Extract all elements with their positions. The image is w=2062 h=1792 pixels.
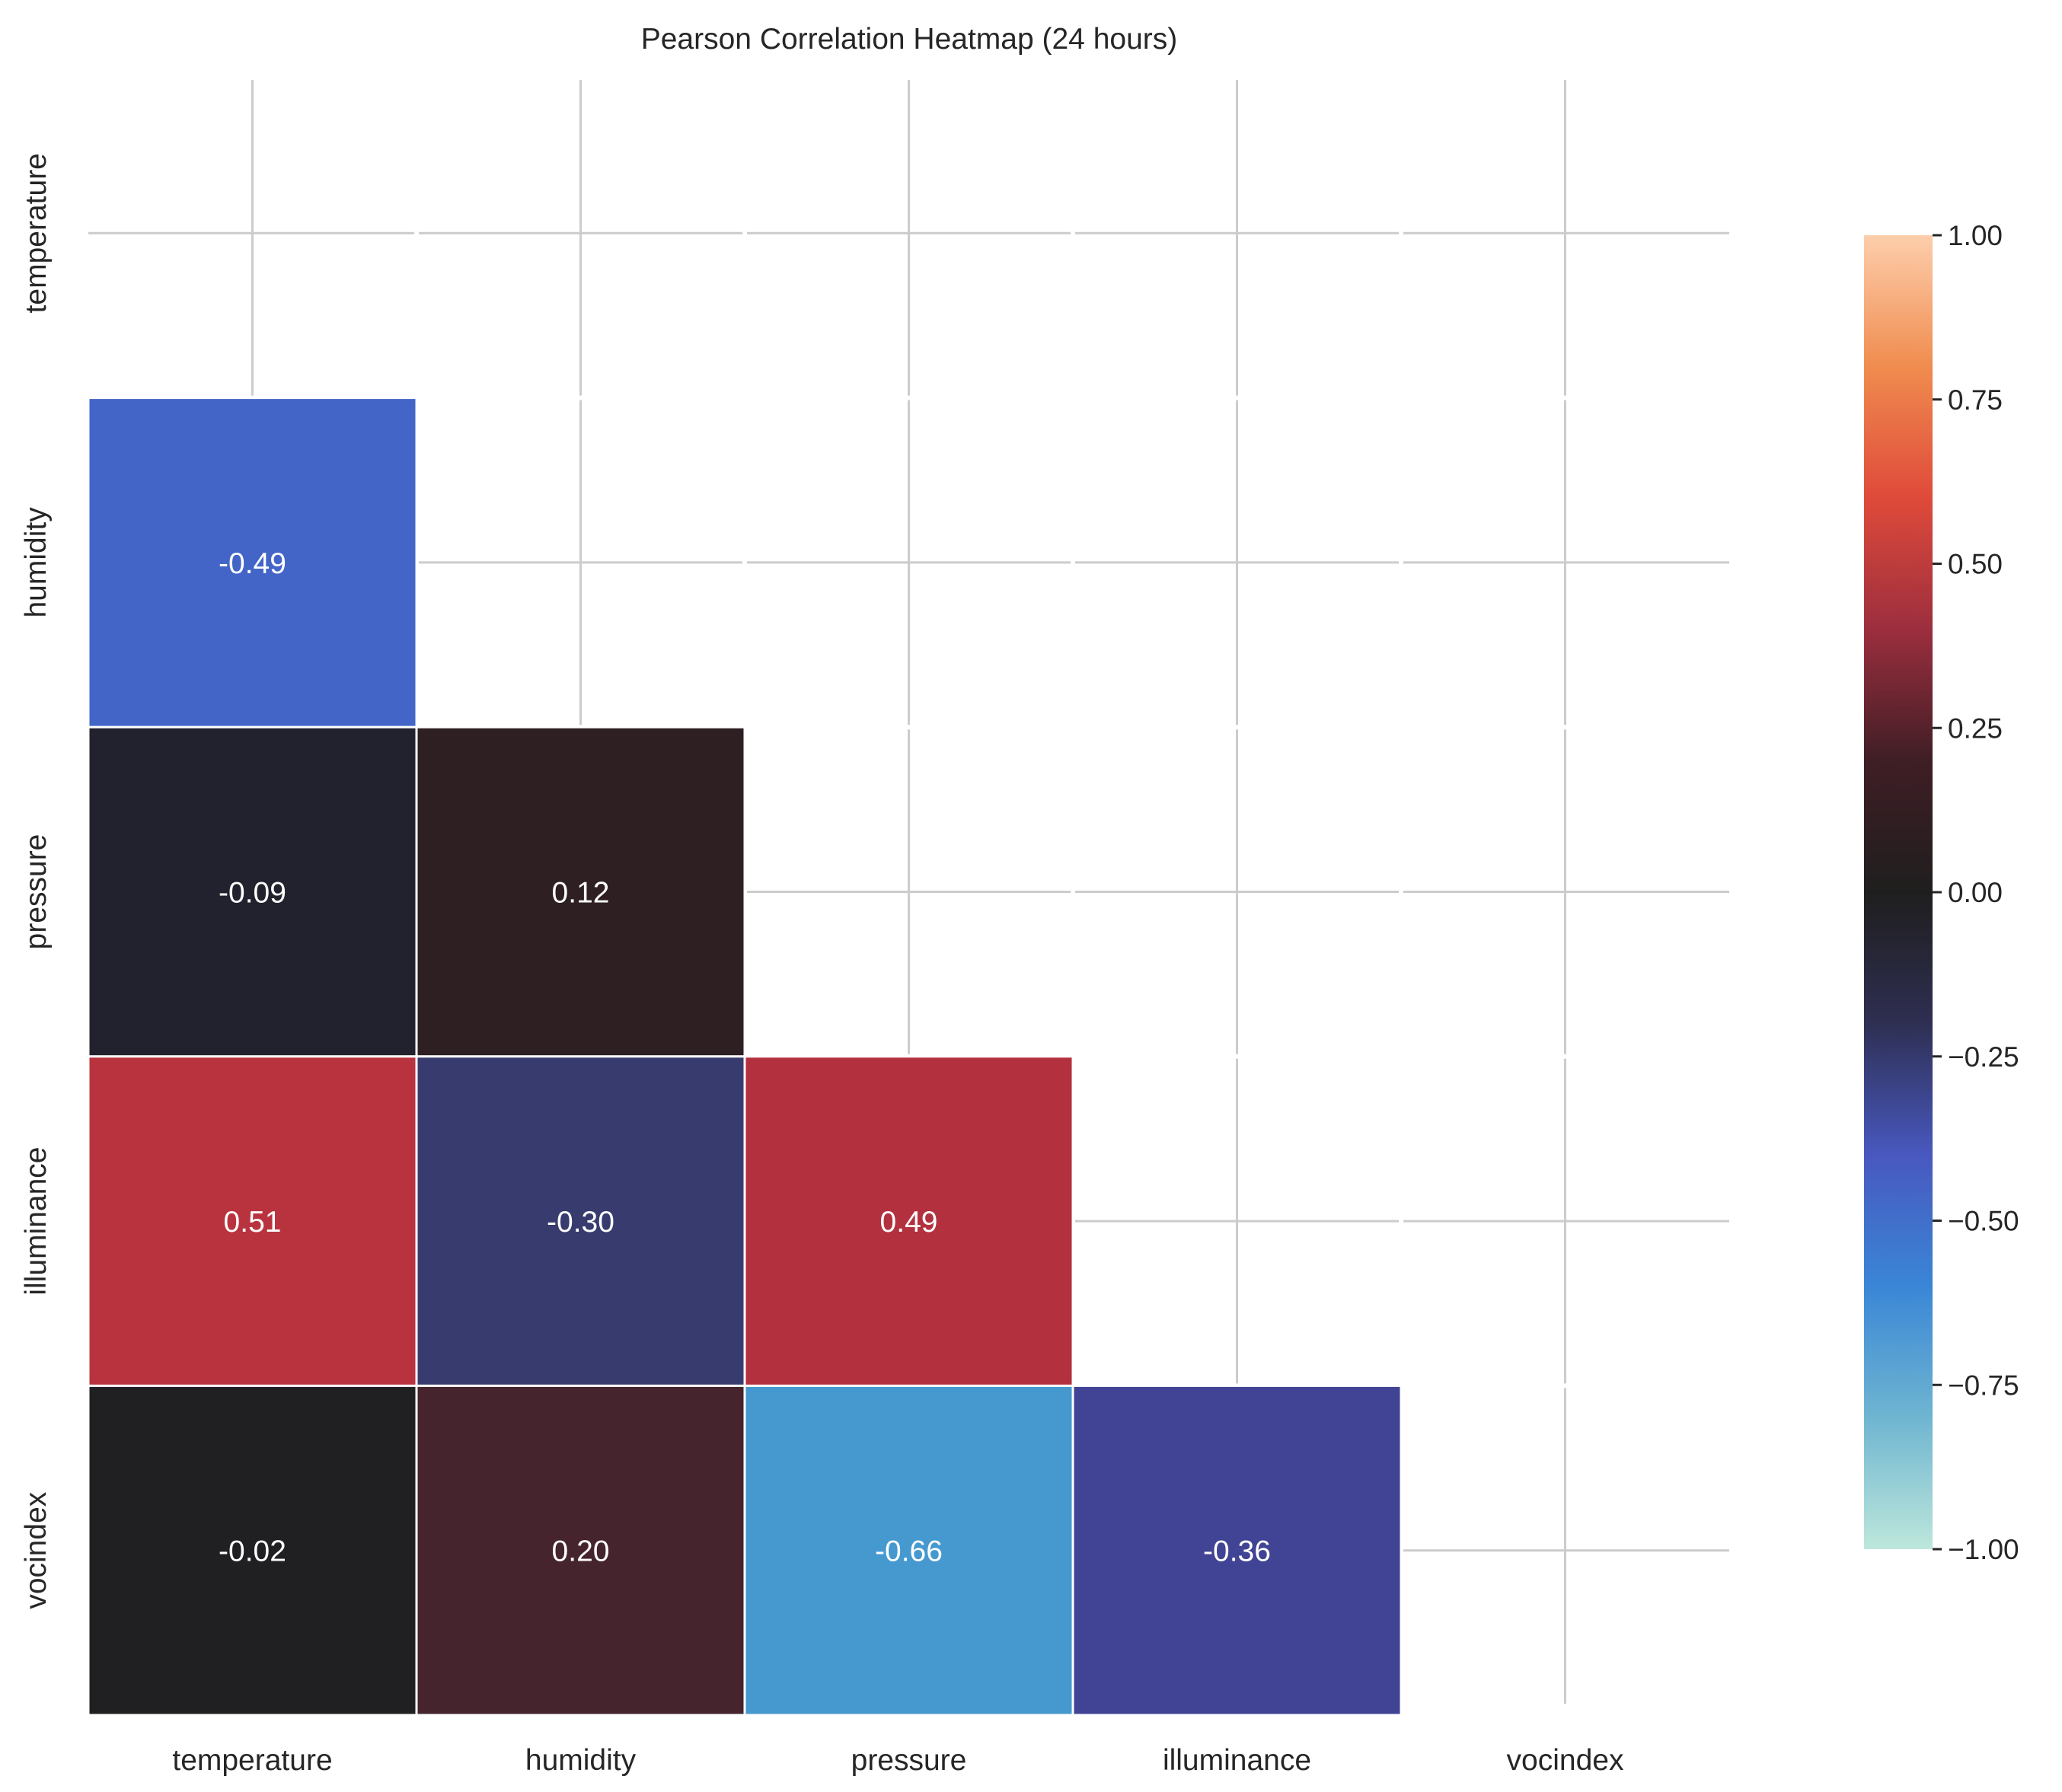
heatmap-cell-vocindex-illuminance [1071,1384,1403,1717]
colorbar-tick-label: 1.00 [1948,220,2003,251]
colorbar: 1.00 0.75 0.50 0.25 0.00 −0.25 −0.50 −0.75 −1.00 [1864,220,2019,1565]
heatmap-cell-vocindex-temperature [87,1384,418,1717]
x-tick-label-illuminance: illuminance [1163,1744,1311,1777]
x-tick-label-vocindex: vocindex [1507,1744,1624,1777]
y-tick-label-pressure: pressure [20,834,53,950]
cell-value-label: 0.51 [224,1206,282,1239]
colorbar-tick-label: −0.50 [1948,1206,2019,1237]
cell-value-label: -0.66 [875,1535,943,1568]
colorbar-tick-label: −0.75 [1948,1370,2019,1401]
x-tick-label-humidity: humidity [525,1744,637,1777]
colorbar-tick-label: 0.50 [1948,549,2003,580]
colorbar-tick-label: 0.25 [1948,713,2003,744]
cell-value-label: -0.36 [1203,1535,1271,1568]
heatmap-cell-vocindex-humidity [415,1384,746,1717]
cell-value-label: -0.09 [219,877,286,910]
colorbar-tick-label: −1.00 [1948,1534,2019,1565]
colorbar-tick-label: 0.00 [1948,877,2003,908]
y-tick-label-illuminance: illuminance [20,1147,53,1296]
y-tick-label-humidity: humidity [20,507,53,618]
y-tick-label-temperature: temperature [20,153,53,313]
x-tick-labels: temperature humidity pressure illuminance vo… [172,1744,1624,1777]
x-tick-label-pressure: pressure [851,1744,967,1777]
cell-value-label: -0.30 [547,1206,614,1239]
heatmap-cell-illuminance-humidity [415,1055,746,1387]
colorbar-tick-label: −0.25 [1948,1041,2019,1073]
heatmap-cell-pressure-humidity [415,725,746,1058]
heatmap-cell-humidity-temperature [87,397,418,729]
heatmap-cells: -0.49 -0.09 0.12 0.51 -0.30 0.49 -0.02 0.20 -0.6… [87,397,1403,1717]
cell-value-label: -0.02 [219,1535,286,1568]
heatmap-cell-illuminance-temperature [87,1055,418,1387]
cell-value-label: 0.49 [880,1206,938,1239]
colorbar-tick-label: 0.75 [1948,384,2003,416]
chart-title: Pearson Correlation Heatmap (24 hours) [641,23,1178,56]
cell-value-label: 0.12 [552,877,610,910]
heatmap-cell-vocindex-pressure [743,1384,1074,1717]
x-tick-label-temperature: temperature [172,1744,332,1777]
heatmap-cell-illuminance-pressure [743,1055,1074,1387]
y-tick-labels: temperature humidity pressure illuminance vo… [20,153,53,1609]
colorbar-gradient [1864,235,1933,1549]
y-tick-label-vocindex: vocindex [20,1491,53,1609]
cell-value-label: -0.49 [219,547,286,580]
cell-value-label: 0.20 [552,1535,610,1568]
